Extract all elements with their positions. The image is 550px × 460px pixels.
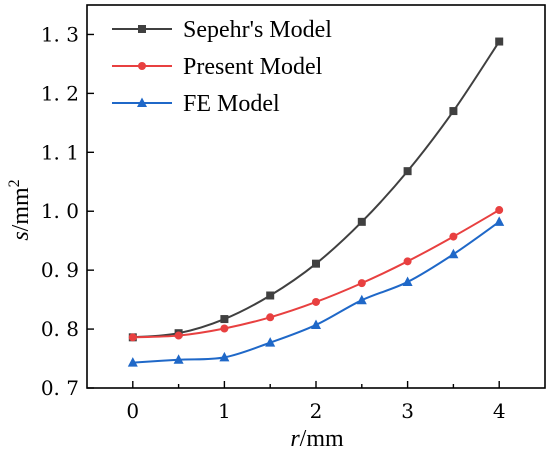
y-axis-title: s/mm2 bbox=[6, 179, 34, 240]
data-point bbox=[494, 216, 505, 226]
data-point bbox=[403, 167, 412, 176]
data-point bbox=[220, 315, 229, 324]
y-tick-label: 1. 2 bbox=[41, 81, 79, 105]
data-point bbox=[312, 297, 320, 306]
x-tick-label: 2 bbox=[310, 399, 323, 423]
data-point bbox=[402, 276, 413, 286]
data-point bbox=[266, 291, 275, 300]
legend-label: Sepehr's Model bbox=[183, 17, 332, 43]
x-tick-label: 0 bbox=[126, 399, 139, 423]
x-tick-label: 3 bbox=[401, 399, 414, 423]
data-point bbox=[356, 294, 367, 305]
legend-marker bbox=[138, 62, 146, 70]
data-point bbox=[128, 333, 137, 342]
data-point bbox=[173, 354, 184, 364]
data-point bbox=[495, 206, 504, 215]
data-point bbox=[495, 37, 504, 46]
x-axis-title: r/mm bbox=[290, 426, 344, 452]
data-point bbox=[449, 232, 458, 241]
y-tick-label: 0. 7 bbox=[41, 376, 79, 400]
data-point bbox=[219, 351, 230, 362]
y-tick-label: 1. 3 bbox=[41, 22, 79, 46]
data-point bbox=[220, 324, 229, 333]
legend-marker bbox=[137, 97, 147, 107]
data-point bbox=[265, 337, 276, 347]
y-tick-label: 0. 8 bbox=[41, 317, 79, 341]
x-tick-label: 1 bbox=[218, 399, 231, 423]
legend-item: FE Model bbox=[112, 91, 280, 117]
legend-label: Present Model bbox=[183, 54, 323, 80]
data-point bbox=[312, 259, 320, 268]
data-point bbox=[266, 313, 275, 322]
legend-item: Sepehr's Model bbox=[112, 17, 332, 43]
series-line bbox=[132, 221, 500, 364]
series-0 bbox=[128, 37, 504, 342]
data-point bbox=[448, 248, 459, 259]
legend-label: FE Model bbox=[183, 91, 280, 117]
series-line bbox=[132, 40, 501, 339]
y-tick-label: 1. 0 bbox=[41, 199, 79, 223]
data-point bbox=[311, 319, 321, 329]
legend-item: Present Model bbox=[112, 54, 323, 80]
data-point bbox=[357, 279, 366, 288]
y-tick-label: 1. 1 bbox=[41, 140, 79, 164]
x-axis: 0 1 2 3 4 bbox=[126, 381, 506, 423]
data-point bbox=[357, 217, 366, 226]
y-tick-label: 0. 9 bbox=[41, 258, 79, 282]
series-2 bbox=[127, 216, 505, 367]
data-point bbox=[449, 107, 458, 116]
series-line bbox=[132, 209, 500, 339]
legend: Sepehr's Model Present Model FE Model bbox=[112, 17, 332, 117]
y-axis: 0. 7 0. 8 0. 9 1. 0 1. 1 1. 2 1. 3 bbox=[41, 22, 94, 400]
legend-marker bbox=[138, 25, 146, 33]
series-1 bbox=[128, 206, 504, 342]
series-layer bbox=[127, 37, 505, 367]
data-point bbox=[174, 331, 183, 340]
data-point bbox=[127, 357, 138, 367]
x-tick-label: 4 bbox=[493, 399, 506, 423]
data-point bbox=[403, 257, 412, 266]
